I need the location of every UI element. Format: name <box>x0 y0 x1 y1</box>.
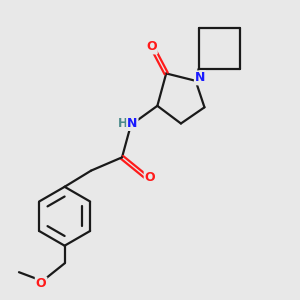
Text: O: O <box>36 278 46 290</box>
Text: N: N <box>195 71 205 84</box>
Text: O: O <box>145 172 155 184</box>
Text: N: N <box>127 117 137 130</box>
Text: H: H <box>118 117 128 130</box>
Text: O: O <box>146 40 157 53</box>
